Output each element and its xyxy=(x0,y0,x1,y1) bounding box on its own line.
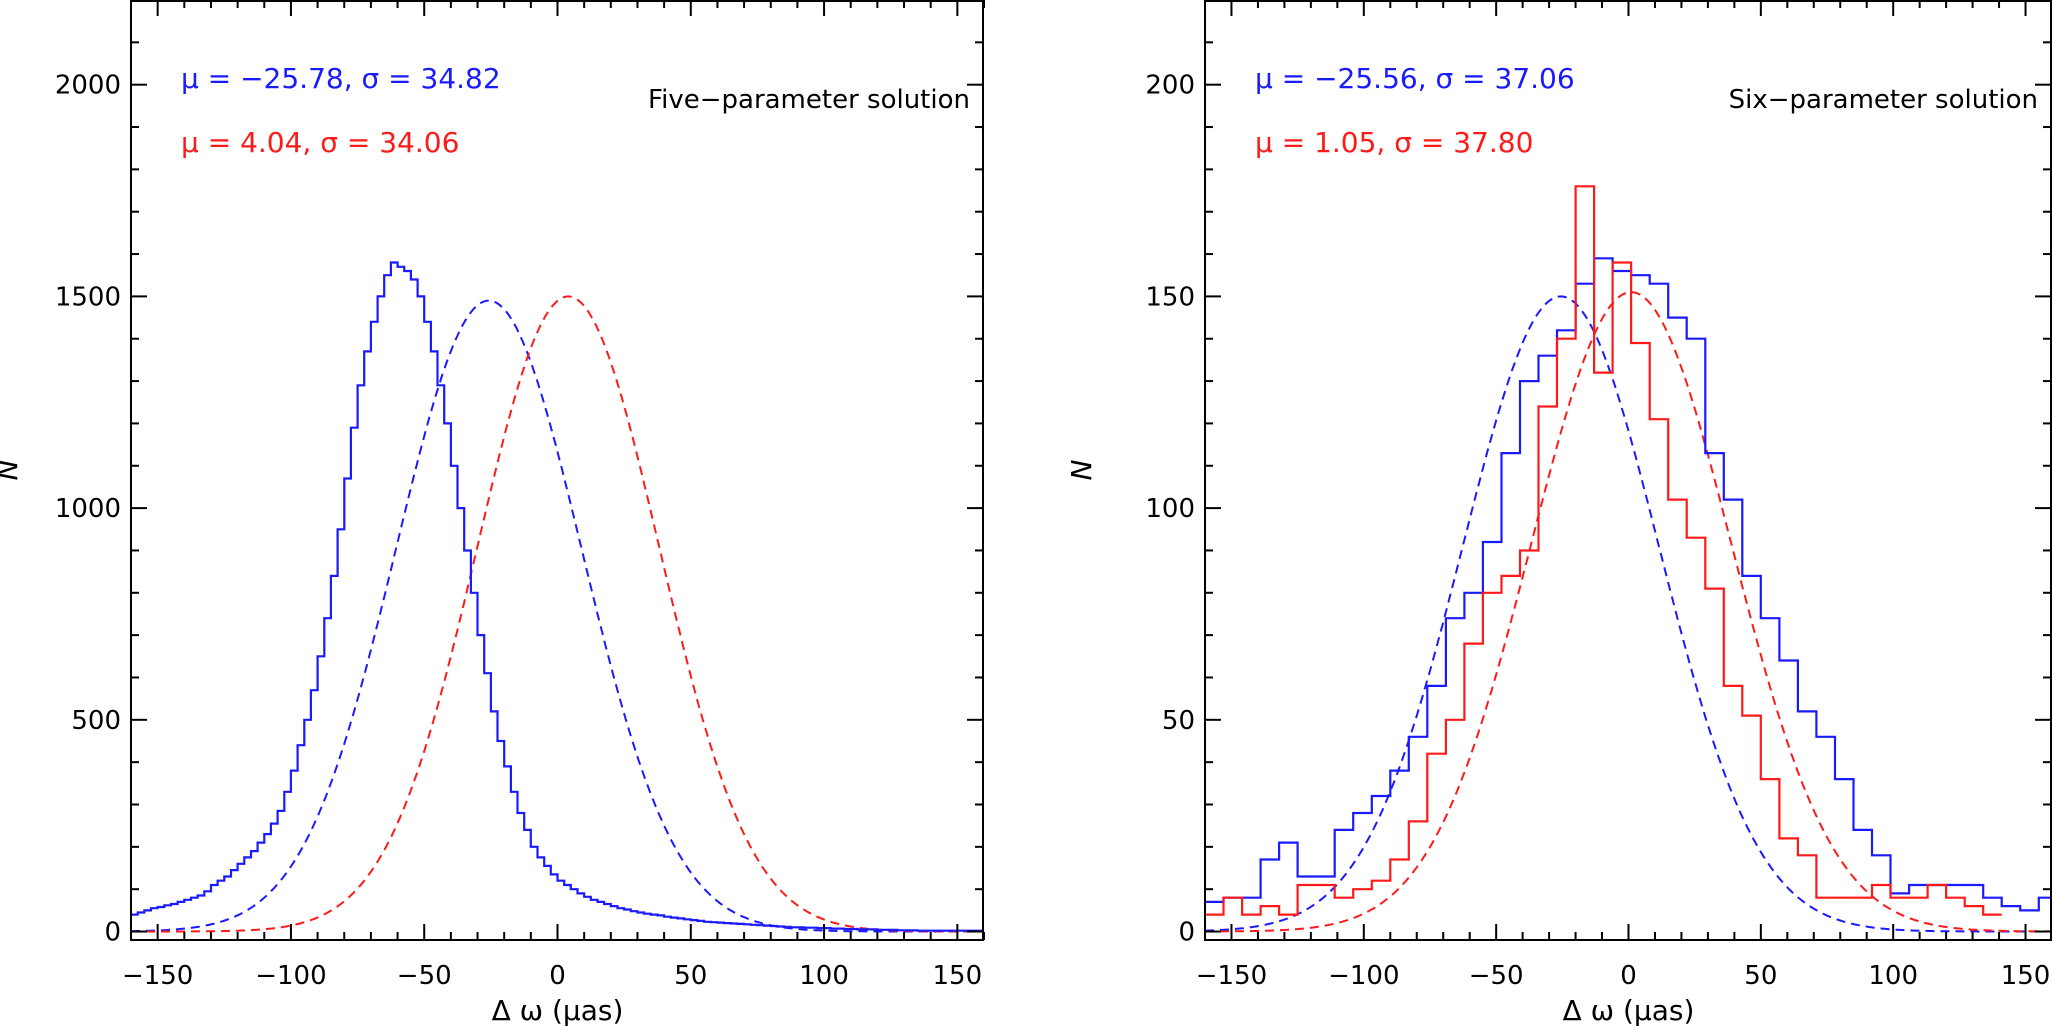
stats-label-red: μ = 1.05, σ = 37.80 xyxy=(1255,126,1533,159)
y-tick-label: 100 xyxy=(1145,494,1195,524)
stats-label-blue: μ = −25.78, σ = 34.82 xyxy=(181,62,501,95)
histogram-blue xyxy=(131,261,984,932)
x-tick-label: 0 xyxy=(549,961,566,991)
x-tick-label: −50 xyxy=(397,961,452,991)
gaussian-fit-blue xyxy=(130,299,984,933)
stats-label-red: μ = 4.04, σ = 34.06 xyxy=(181,126,459,159)
x-axis-label: Δ ω (μas) xyxy=(1563,994,1695,1027)
y-tick-label: 2000 xyxy=(55,71,121,101)
x-tick-label: 50 xyxy=(674,961,707,991)
x-tick-label: 100 xyxy=(799,961,849,991)
x-tick-label: −100 xyxy=(1328,961,1399,991)
stats-label-blue: μ = −25.56, σ = 37.06 xyxy=(1255,62,1575,95)
y-tick-label: 0 xyxy=(1178,918,1195,948)
y-tick-label: 1500 xyxy=(55,282,121,312)
x-tick-label: −50 xyxy=(1469,961,1524,991)
x-tick-label: 150 xyxy=(933,961,983,991)
y-tick-label: 500 xyxy=(71,706,121,736)
y-tick-label: 200 xyxy=(1145,71,1195,101)
y-tick-label: 50 xyxy=(1162,706,1195,736)
y-axis-label: N xyxy=(0,459,24,480)
solution-annotation: Five−parameter solution xyxy=(648,85,970,115)
x-tick-label: −150 xyxy=(122,961,193,991)
x-tick-label: 150 xyxy=(2001,961,2051,991)
histogram-red xyxy=(1205,185,2002,916)
y-tick-label: 150 xyxy=(1145,282,1195,312)
x-tick-label: −100 xyxy=(255,961,326,991)
x-tick-label: −150 xyxy=(1196,961,1267,991)
chart-panel-right: −150 −100 −50 0 50 100 150 0 50 100 150 200 Δ ω (μas… xyxy=(1065,0,2052,1027)
gaussian-fit-red xyxy=(1205,291,2052,933)
gaussian-fit-red xyxy=(131,295,984,933)
y-tick-label: 0 xyxy=(104,918,121,948)
y-tick-label: 1000 xyxy=(55,494,121,524)
x-tick-label: 50 xyxy=(1744,961,1777,991)
y-axis-label: N xyxy=(1065,459,1098,480)
x-axis-label: Δ ω (μas) xyxy=(492,994,624,1027)
x-tick-label: 0 xyxy=(1620,961,1637,991)
histogram-blue xyxy=(1205,257,2052,912)
x-tick-label: 100 xyxy=(1868,961,1918,991)
gaussian-fit-blue xyxy=(1205,295,2052,933)
solution-annotation: Six−parameter solution xyxy=(1729,85,2038,115)
